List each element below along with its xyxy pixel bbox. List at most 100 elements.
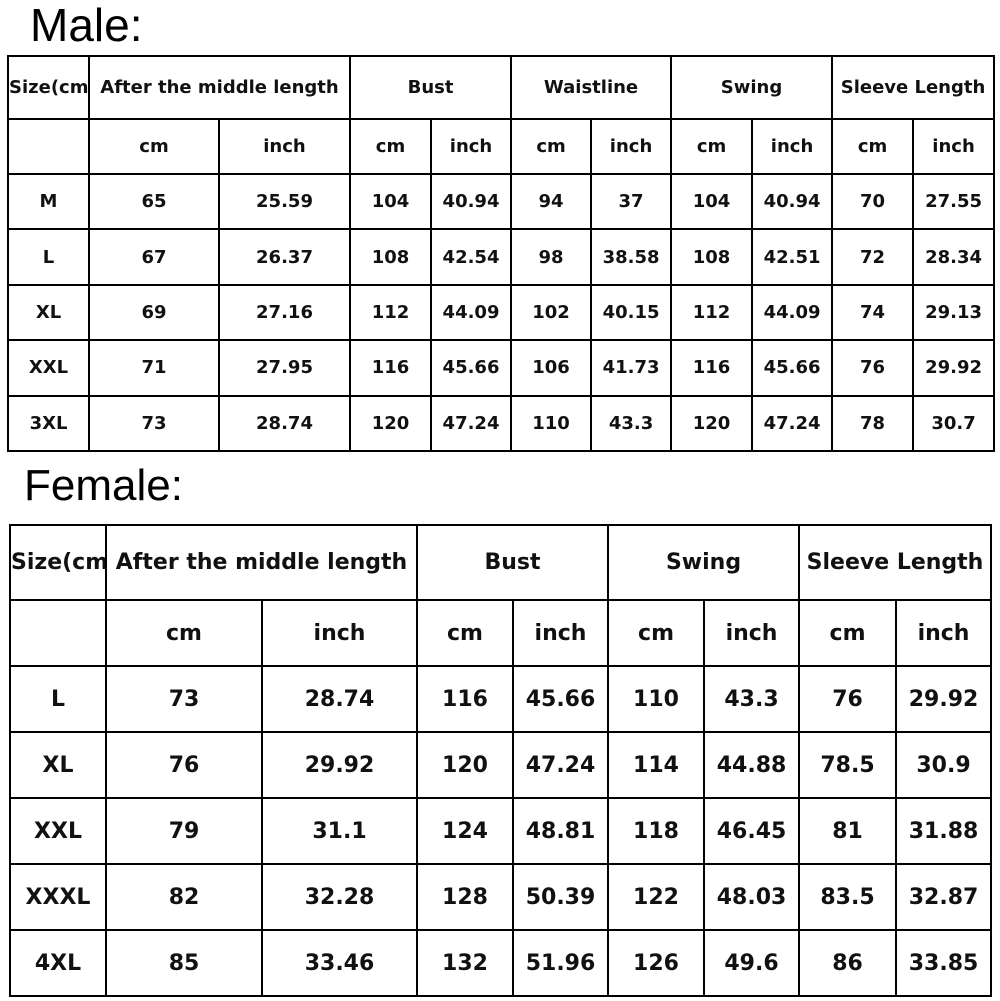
value-cell: 85 <box>105 929 263 997</box>
value-cell: 132 <box>416 929 514 997</box>
value-cell: 82 <box>105 863 263 931</box>
male-size-table: Size(cm) After the middle length Bust Waist… <box>7 55 996 452</box>
unit-cell: cm <box>670 118 754 175</box>
value-cell: 45.66 <box>511 665 610 733</box>
value-cell: 27.55 <box>912 172 996 231</box>
value-cell: 98 <box>510 228 593 286</box>
size-cell: XL <box>7 283 90 342</box>
unit-cell: inch <box>703 599 801 667</box>
value-cell: 116 <box>416 665 514 733</box>
unit-cell: inch <box>261 599 418 667</box>
unit-cell: cm <box>416 599 514 667</box>
value-cell: 110 <box>607 665 706 733</box>
value-cell: 40.94 <box>751 172 834 231</box>
value-cell: 44.09 <box>751 283 834 342</box>
value-cell: 120 <box>416 731 514 799</box>
value-cell: 122 <box>607 863 706 931</box>
data-row: 3XL 73 28.74 120 47.24 110 43.3 120 47.24 78 30.7 <box>7 394 996 452</box>
unit-row: cm inch cm inch cm inch cm inch cm inch <box>7 118 996 175</box>
value-cell: 51.96 <box>511 929 610 997</box>
value-cell: 106 <box>510 339 593 397</box>
value-cell: 50.39 <box>511 863 610 931</box>
value-cell: 46.45 <box>703 797 801 865</box>
value-cell: 33.46 <box>261 929 418 997</box>
header-cell: Size(cm) <box>7 55 90 120</box>
unit-cell: inch <box>895 599 993 667</box>
unit-cell: inch <box>217 118 352 175</box>
value-cell: 37 <box>590 172 673 231</box>
value-cell: 28.34 <box>912 228 996 286</box>
size-cell: XXL <box>7 339 90 397</box>
value-cell: 112 <box>670 283 754 342</box>
value-cell: 38.58 <box>590 228 673 286</box>
size-cell: L <box>9 665 107 733</box>
value-cell: 116 <box>349 339 433 397</box>
unit-cell: cm <box>831 118 915 175</box>
data-row: 4XL 85 33.46 132 51.96 126 49.6 86 33.85 <box>9 929 993 997</box>
value-cell: 78.5 <box>798 731 898 799</box>
value-cell: 104 <box>670 172 754 231</box>
value-cell: 29.13 <box>912 283 996 342</box>
unit-cell: inch <box>751 118 834 175</box>
data-row: M 65 25.59 104 40.94 94 37 104 40.94 70 27.55 <box>7 172 996 231</box>
value-cell: 76 <box>831 339 915 397</box>
value-cell: 28.74 <box>217 394 352 452</box>
value-cell: 81 <box>798 797 898 865</box>
value-cell: 45.66 <box>430 339 513 397</box>
header-cell: Waistline <box>510 55 673 120</box>
unit-cell: cm <box>607 599 706 667</box>
value-cell: 83.5 <box>798 863 898 931</box>
value-cell: 76 <box>105 731 263 799</box>
data-row: L 73 28.74 116 45.66 110 43.3 76 29.92 <box>9 665 993 733</box>
value-cell: 30.9 <box>895 731 993 799</box>
value-cell: 112 <box>349 283 433 342</box>
value-cell: 42.54 <box>430 228 513 286</box>
unit-cell: cm <box>349 118 433 175</box>
value-cell: 71 <box>88 339 220 397</box>
value-cell: 30.7 <box>912 394 996 452</box>
size-cell: XL <box>9 731 107 799</box>
header-cell: Sleeve Length <box>798 524 993 601</box>
value-cell: 108 <box>670 228 754 286</box>
value-cell: 29.92 <box>895 665 993 733</box>
value-cell: 128 <box>416 863 514 931</box>
value-cell: 33.85 <box>895 929 993 997</box>
empty-cell <box>7 118 90 175</box>
value-cell: 47.24 <box>751 394 834 452</box>
unit-cell: cm <box>88 118 220 175</box>
value-cell: 31.1 <box>261 797 418 865</box>
value-cell: 43.3 <box>590 394 673 452</box>
value-cell: 44.09 <box>430 283 513 342</box>
value-cell: 69 <box>88 283 220 342</box>
unit-cell: cm <box>105 599 263 667</box>
value-cell: 120 <box>349 394 433 452</box>
unit-cell: inch <box>430 118 513 175</box>
value-cell: 48.81 <box>511 797 610 865</box>
value-cell: 118 <box>607 797 706 865</box>
data-row: XL 76 29.92 120 47.24 114 44.88 78.5 30.9 <box>9 731 993 799</box>
value-cell: 78 <box>831 394 915 452</box>
value-cell: 116 <box>670 339 754 397</box>
value-cell: 48.03 <box>703 863 801 931</box>
size-cell: XXXL <box>9 863 107 931</box>
value-cell: 110 <box>510 394 593 452</box>
value-cell: 74 <box>831 283 915 342</box>
data-row: XXXL 82 32.28 128 50.39 122 48.03 83.5 32.87 <box>9 863 993 931</box>
header-cell: After the middle length <box>87 55 352 120</box>
header-cell: Size(cm) <box>9 524 107 601</box>
value-cell: 47.24 <box>511 731 610 799</box>
value-cell: 79 <box>105 797 263 865</box>
value-cell: 40.94 <box>430 172 513 231</box>
value-cell: 29.92 <box>261 731 418 799</box>
value-cell: 32.28 <box>261 863 418 931</box>
value-cell: 28.74 <box>261 665 418 733</box>
header-cell: Swing <box>670 55 834 120</box>
size-cell: 4XL <box>9 929 107 997</box>
unit-cell: cm <box>798 599 898 667</box>
value-cell: 65 <box>88 172 220 231</box>
header-row: Size(cm) After the middle length Bust Waist… <box>7 55 996 120</box>
value-cell: 108 <box>349 228 433 286</box>
header-row: Size(cm)After the middle lengthBustSwing… <box>9 524 993 601</box>
value-cell: 32.87 <box>895 863 993 931</box>
data-row: XL 69 27.16 112 44.09 102 40.15 112 44.09 74 29.13 <box>7 283 996 342</box>
